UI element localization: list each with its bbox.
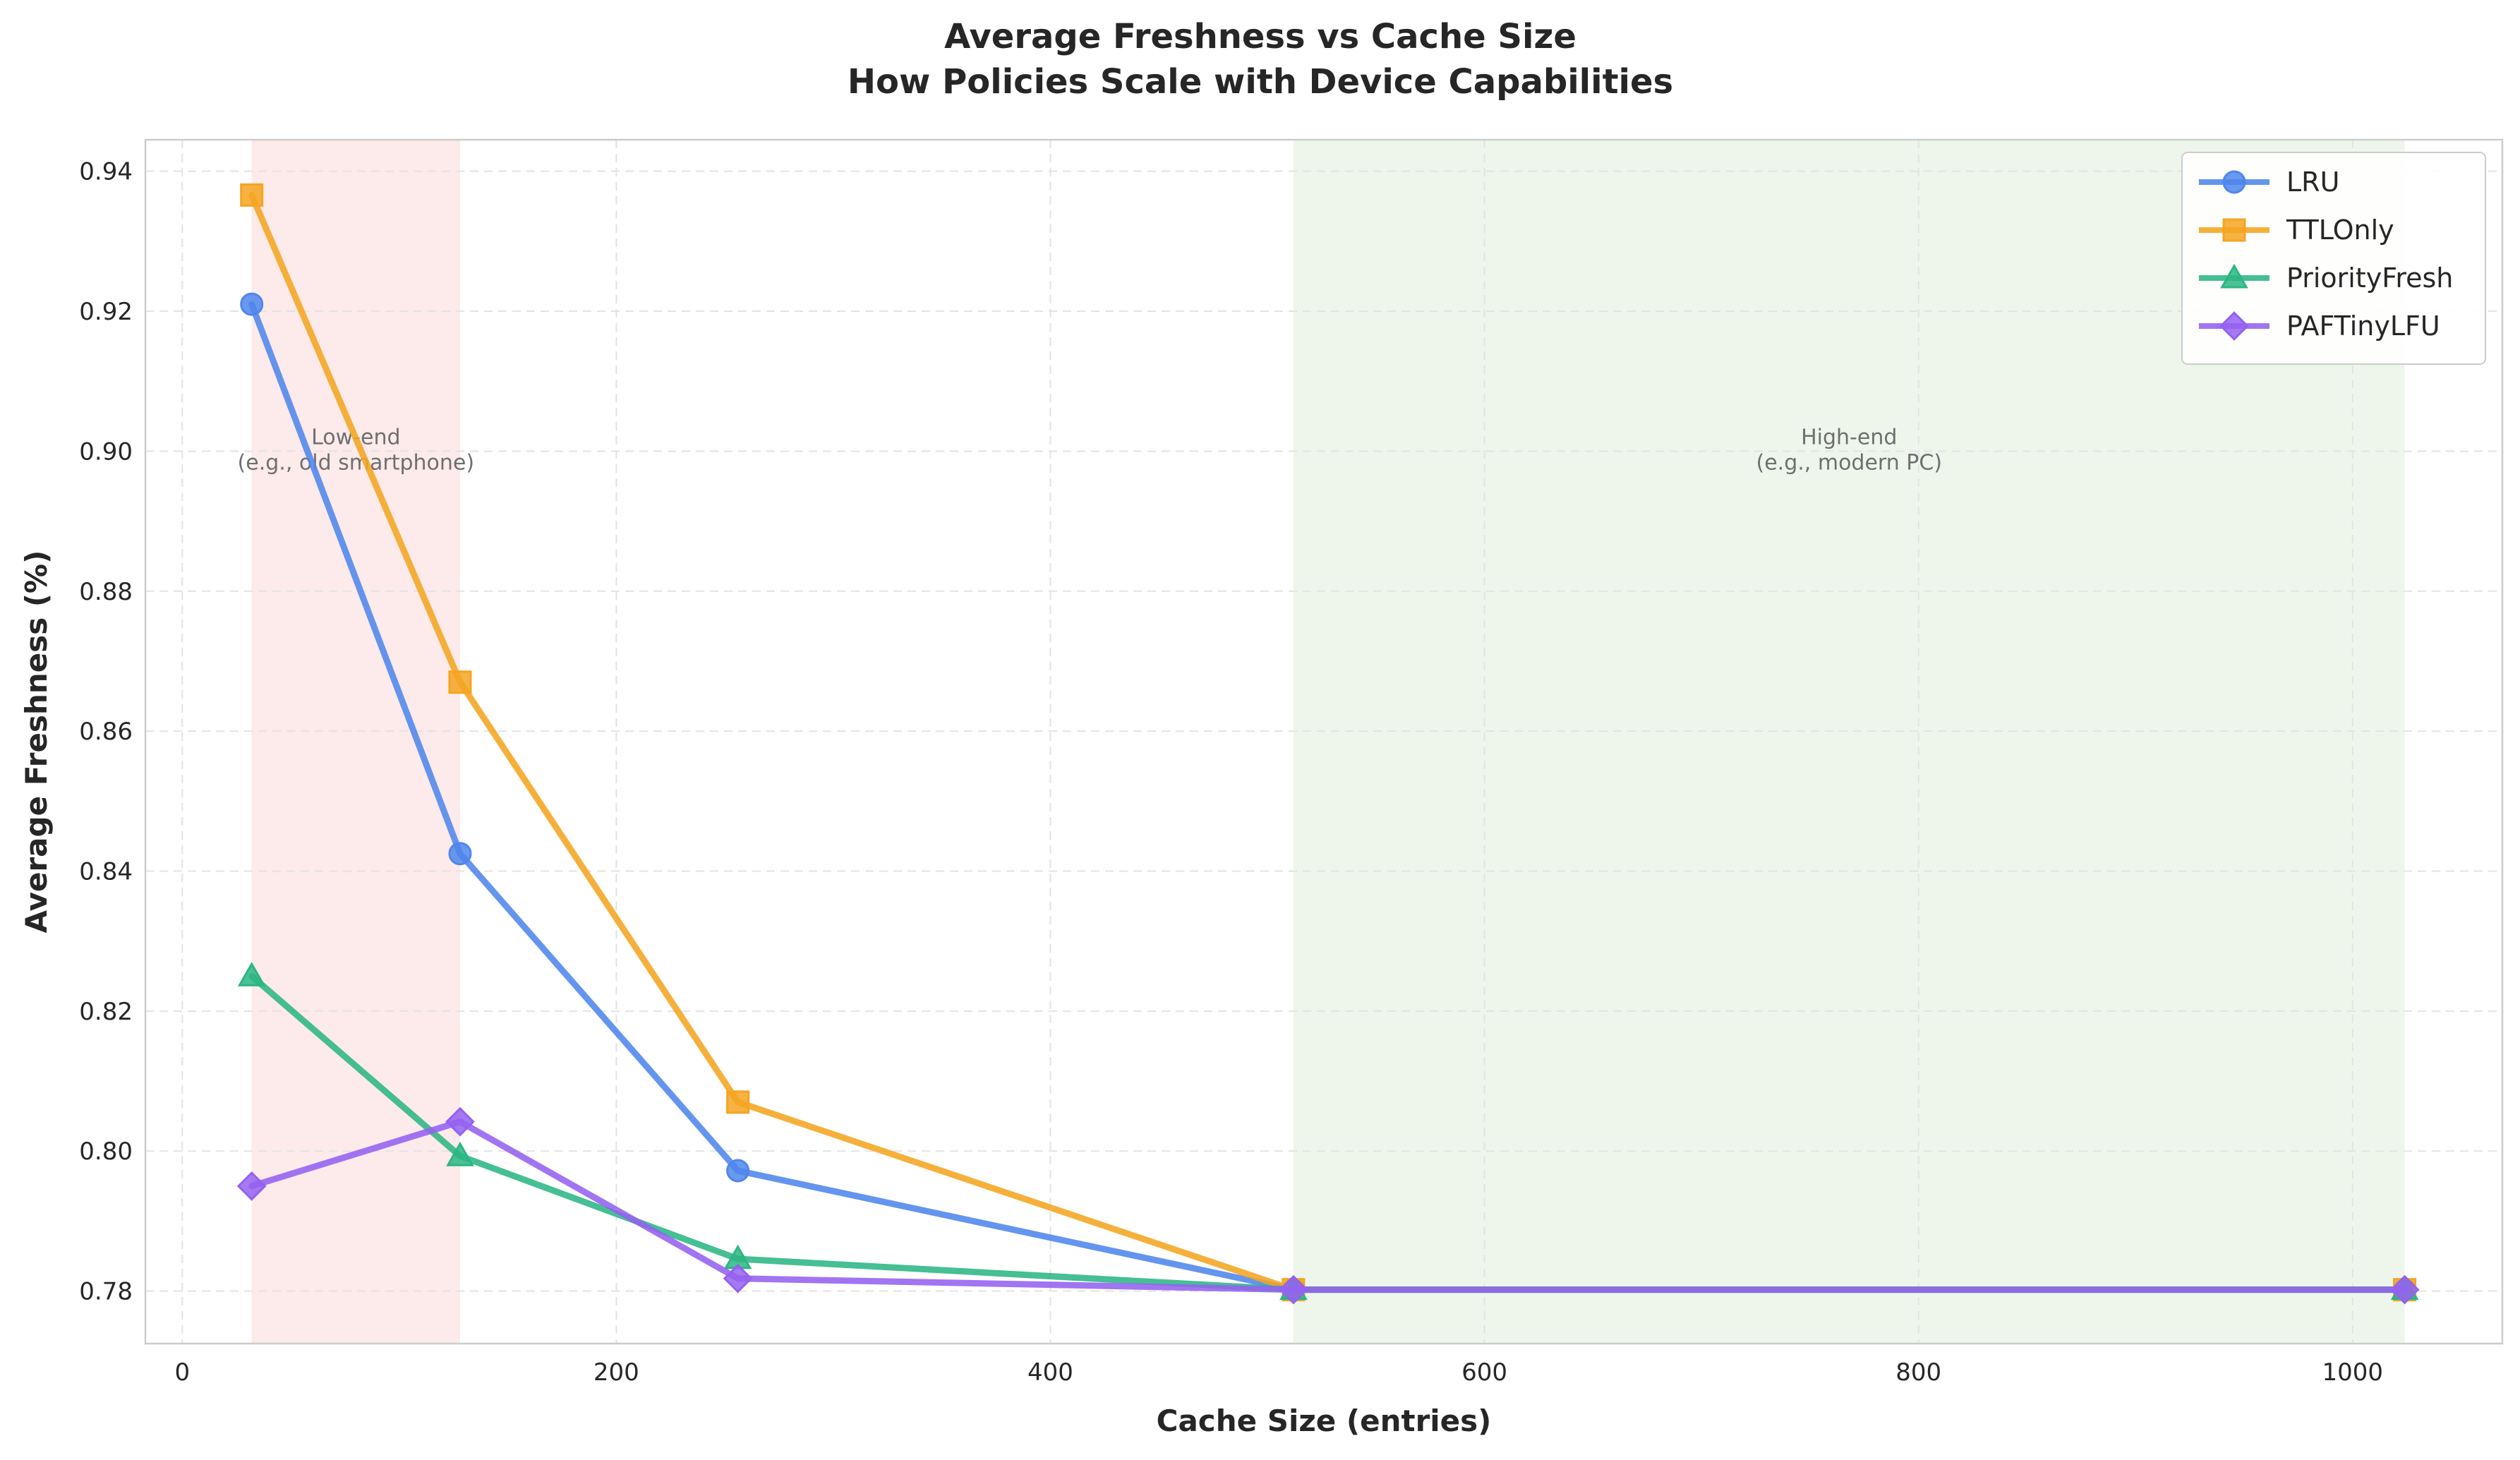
data-point-LRU-1 — [448, 842, 472, 866]
chart-subtitle: How Policies Scale with Device Capabilit… — [848, 62, 1673, 102]
data-point-PriorityFresh-1 — [446, 1141, 474, 1166]
data-point-PAFTinyLFU-2 — [723, 1263, 753, 1293]
x-tick-label-5: 1000 — [2322, 1358, 2384, 1387]
ticks-layer: 0 200 400 600 800 1000 0.78 0.80 0.82 0.84 0.86 0.8… — [79, 158, 2383, 1387]
data-point-TTLOnly-0 — [240, 183, 264, 207]
legend-marker-TTLOnly — [2222, 218, 2246, 242]
legend-box — [2181, 152, 2486, 365]
legend-label-PriorityFresh: PriorityFresh — [2286, 263, 2453, 294]
legend-marker-LRU — [2222, 170, 2246, 194]
legend-label-TTLOnly: TTLOnly — [2286, 215, 2394, 246]
region-label-1-line1: High-end — [1801, 425, 1897, 450]
data-point-LRU-2 — [726, 1159, 750, 1183]
y-tick-label-4: 0.86 — [79, 718, 133, 746]
plot-frame — [144, 138, 2504, 1345]
region-band-0 — [251, 140, 460, 1344]
y-tick-label-0: 0.78 — [79, 1278, 133, 1306]
x-tick-label-2: 400 — [1027, 1358, 1073, 1387]
legend-marker-PAFTinyLFU — [2219, 311, 2249, 341]
x-tick-label-4: 800 — [1895, 1358, 1941, 1387]
region-label-0-line2: (e.g., old smartphone) — [238, 450, 475, 475]
y-tick-label-3: 0.84 — [79, 857, 133, 886]
x-tick-label-0: 0 — [174, 1358, 190, 1387]
y-tick-label-7: 0.92 — [79, 298, 133, 326]
data-point-TTLOnly-1 — [448, 670, 472, 694]
data-point-PAFTinyLFU-0 — [236, 1171, 267, 1201]
region-label-1-line2: (e.g., modern PC) — [1756, 450, 1943, 475]
y-tick-label-2: 0.82 — [79, 998, 133, 1026]
data-point-PAFTinyLFU-1 — [445, 1106, 475, 1137]
x-axis-label: Cache Size (entries) — [1157, 1404, 1492, 1438]
y-tick-label-5: 0.88 — [79, 578, 133, 606]
legend-label-PAFTinyLFU: PAFTinyLFU — [2286, 310, 2440, 342]
data-point-PAFTinyLFU-4 — [2389, 1274, 2420, 1305]
regions-layer — [251, 140, 2405, 1344]
series-PAFTinyLFU — [236, 1106, 2420, 1305]
data-point-PriorityFresh-0 — [237, 961, 266, 987]
legend-label-LRU: LRU — [2286, 167, 2339, 198]
chart-title: Average Freshness vs Cache Size — [944, 17, 1576, 56]
y-tick-label-6: 0.90 — [79, 438, 133, 466]
y-axis-label: Average Freshness (%) — [19, 550, 54, 934]
data-point-TTLOnly-2 — [726, 1090, 750, 1114]
legend-marker-PriorityFresh — [2220, 263, 2248, 289]
series-layer — [236, 183, 2420, 1305]
y-tick-label-8: 0.94 — [79, 158, 133, 186]
y-tick-label-1: 0.80 — [79, 1138, 133, 1166]
data-point-LRU-0 — [240, 292, 264, 316]
data-point-PAFTinyLFU-3 — [1279, 1274, 1308, 1305]
x-tick-label-3: 600 — [1461, 1358, 1507, 1387]
legend: LRU TTLOnly PriorityFresh PAFTinyLFU — [2181, 152, 2486, 365]
x-tick-label-1: 200 — [593, 1358, 639, 1387]
